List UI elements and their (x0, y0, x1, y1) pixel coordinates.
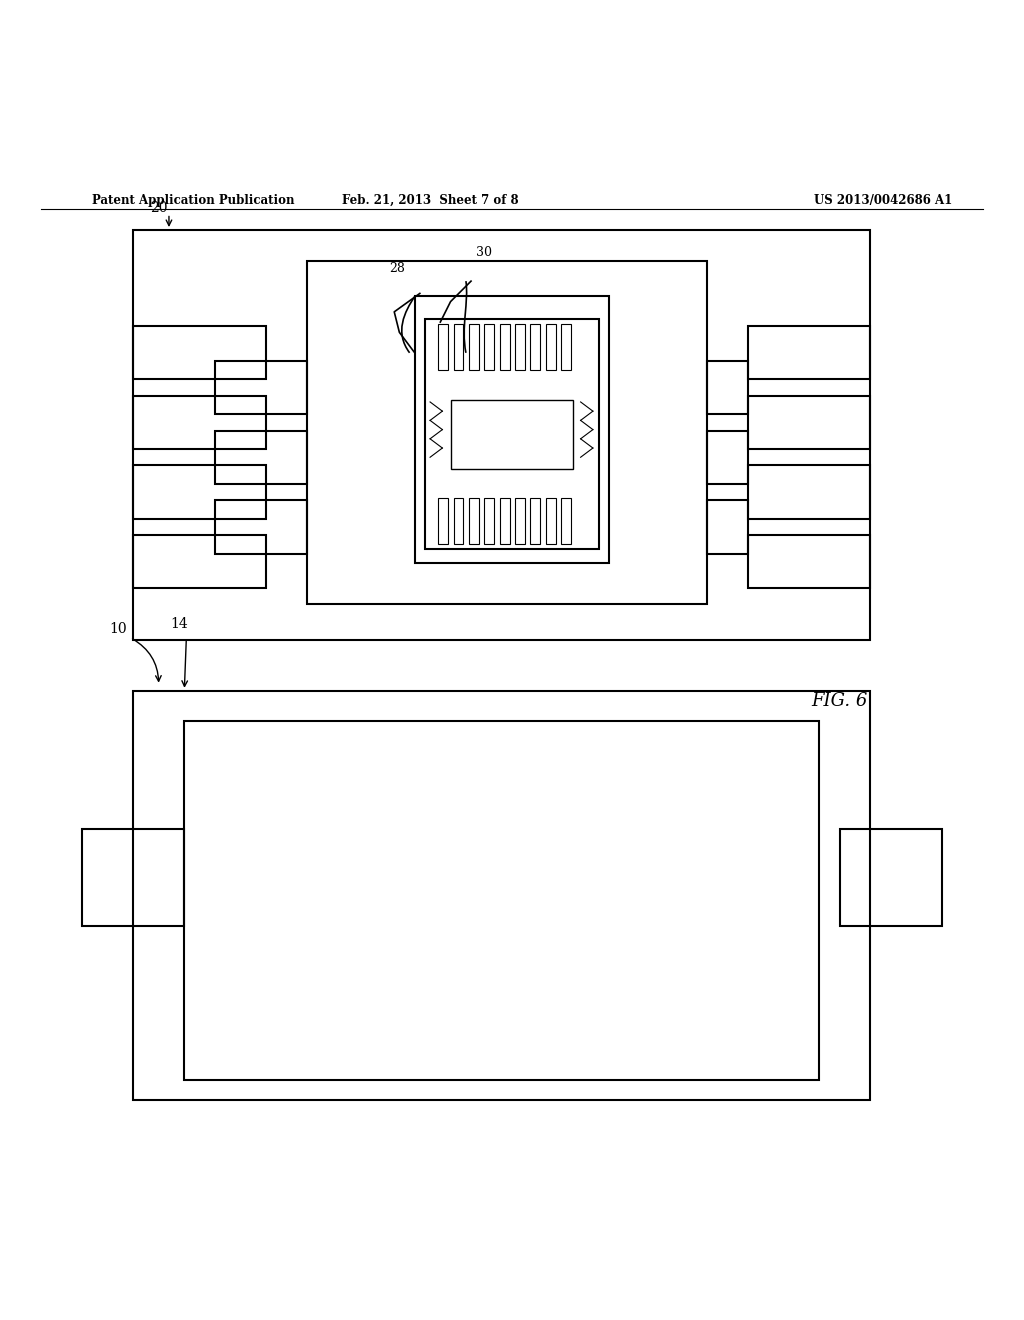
Bar (469, 325, 479, 370)
Bar (133, 396, 266, 449)
Bar (133, 466, 266, 519)
Text: 20: 20 (150, 201, 168, 215)
Bar (530, 325, 541, 370)
Bar (215, 430, 307, 484)
Bar (215, 500, 307, 553)
Text: US 2013/0042686 A1: US 2013/0042686 A1 (814, 194, 952, 207)
Bar (425, 319, 599, 549)
Bar (748, 326, 870, 379)
Bar (500, 498, 510, 544)
Bar (500, 325, 510, 370)
Text: 28: 28 (389, 261, 406, 275)
Bar (748, 535, 870, 589)
Bar (454, 498, 464, 544)
Bar (515, 325, 525, 370)
Bar (133, 690, 870, 1101)
Text: 30: 30 (476, 246, 493, 259)
Bar (515, 498, 525, 544)
Text: Feb. 21, 2013  Sheet 7 of 8: Feb. 21, 2013 Sheet 7 of 8 (342, 194, 518, 207)
Bar (415, 297, 609, 562)
Bar (707, 430, 748, 484)
Bar (133, 230, 870, 639)
Bar (454, 325, 464, 370)
Bar (451, 400, 573, 469)
Bar (484, 498, 495, 544)
Bar (707, 500, 748, 553)
Bar (133, 326, 266, 379)
Text: 10: 10 (109, 622, 127, 636)
Bar (82, 829, 184, 927)
Bar (707, 360, 748, 414)
Bar (561, 498, 571, 544)
Text: 14: 14 (170, 618, 188, 631)
Bar (840, 829, 942, 927)
Text: FIG. 6: FIG. 6 (811, 692, 868, 710)
Bar (438, 325, 449, 370)
Bar (748, 396, 870, 449)
Bar (469, 498, 479, 544)
Bar (484, 325, 495, 370)
Bar (546, 498, 556, 544)
Bar (184, 722, 819, 1080)
Bar (546, 325, 556, 370)
Bar (438, 498, 449, 544)
Bar (748, 466, 870, 519)
Bar (133, 535, 266, 589)
Bar (307, 260, 707, 603)
Bar (530, 498, 541, 544)
Bar (561, 325, 571, 370)
Bar (215, 360, 307, 414)
Text: Patent Application Publication: Patent Application Publication (92, 194, 295, 207)
